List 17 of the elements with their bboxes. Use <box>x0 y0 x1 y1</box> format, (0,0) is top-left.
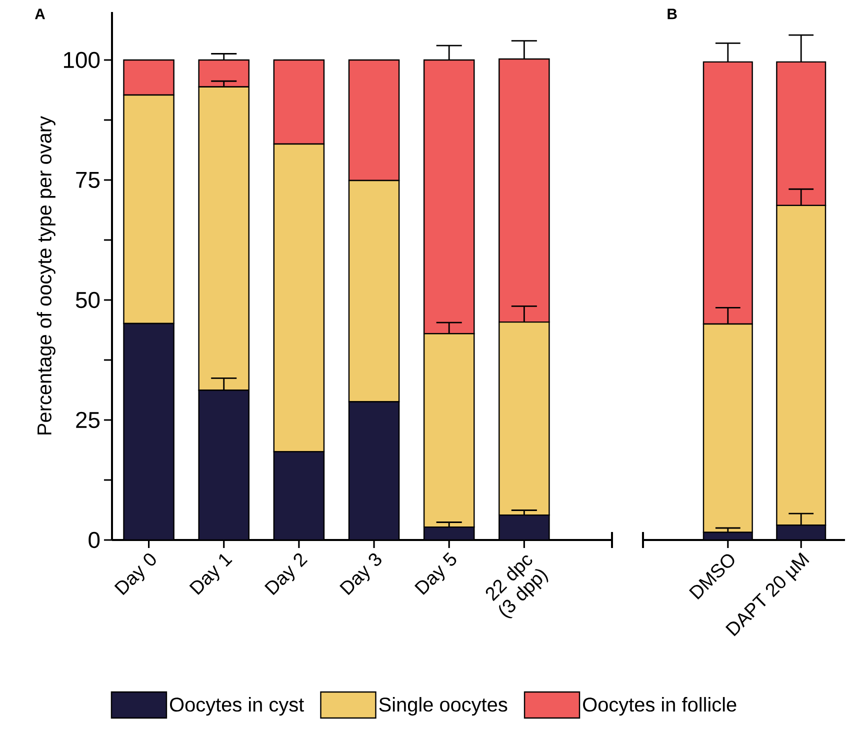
x-tick-label: Day 0 <box>114 554 156 596</box>
chart-title: B <box>668 8 677 20</box>
x-tick-label: Day 5 <box>414 552 456 595</box>
y-tick-label: 100 <box>64 52 100 68</box>
chart-title: A <box>34 8 45 20</box>
y-tick-label: 75 <box>76 172 100 188</box>
x-tick-label: Day 3 <box>340 553 382 596</box>
y-tick-label: 25 <box>76 412 100 428</box>
x-tick-label: Day 1 <box>189 554 232 595</box>
x-tick-label: 22 dpc (3 dpp) <box>486 555 548 618</box>
legend-label: Oocytes in cyst <box>170 697 304 716</box>
x-tick-label: Day 2 <box>264 553 308 596</box>
legend-label: Oocytes in follicle <box>583 697 736 716</box>
y-axis-title: Percentage of oocyte type per ovary <box>36 116 56 434</box>
y-tick-label: 50 <box>76 292 100 308</box>
y-tick-label: 0 <box>88 532 100 548</box>
legend-label: Single oocytes <box>379 697 508 716</box>
